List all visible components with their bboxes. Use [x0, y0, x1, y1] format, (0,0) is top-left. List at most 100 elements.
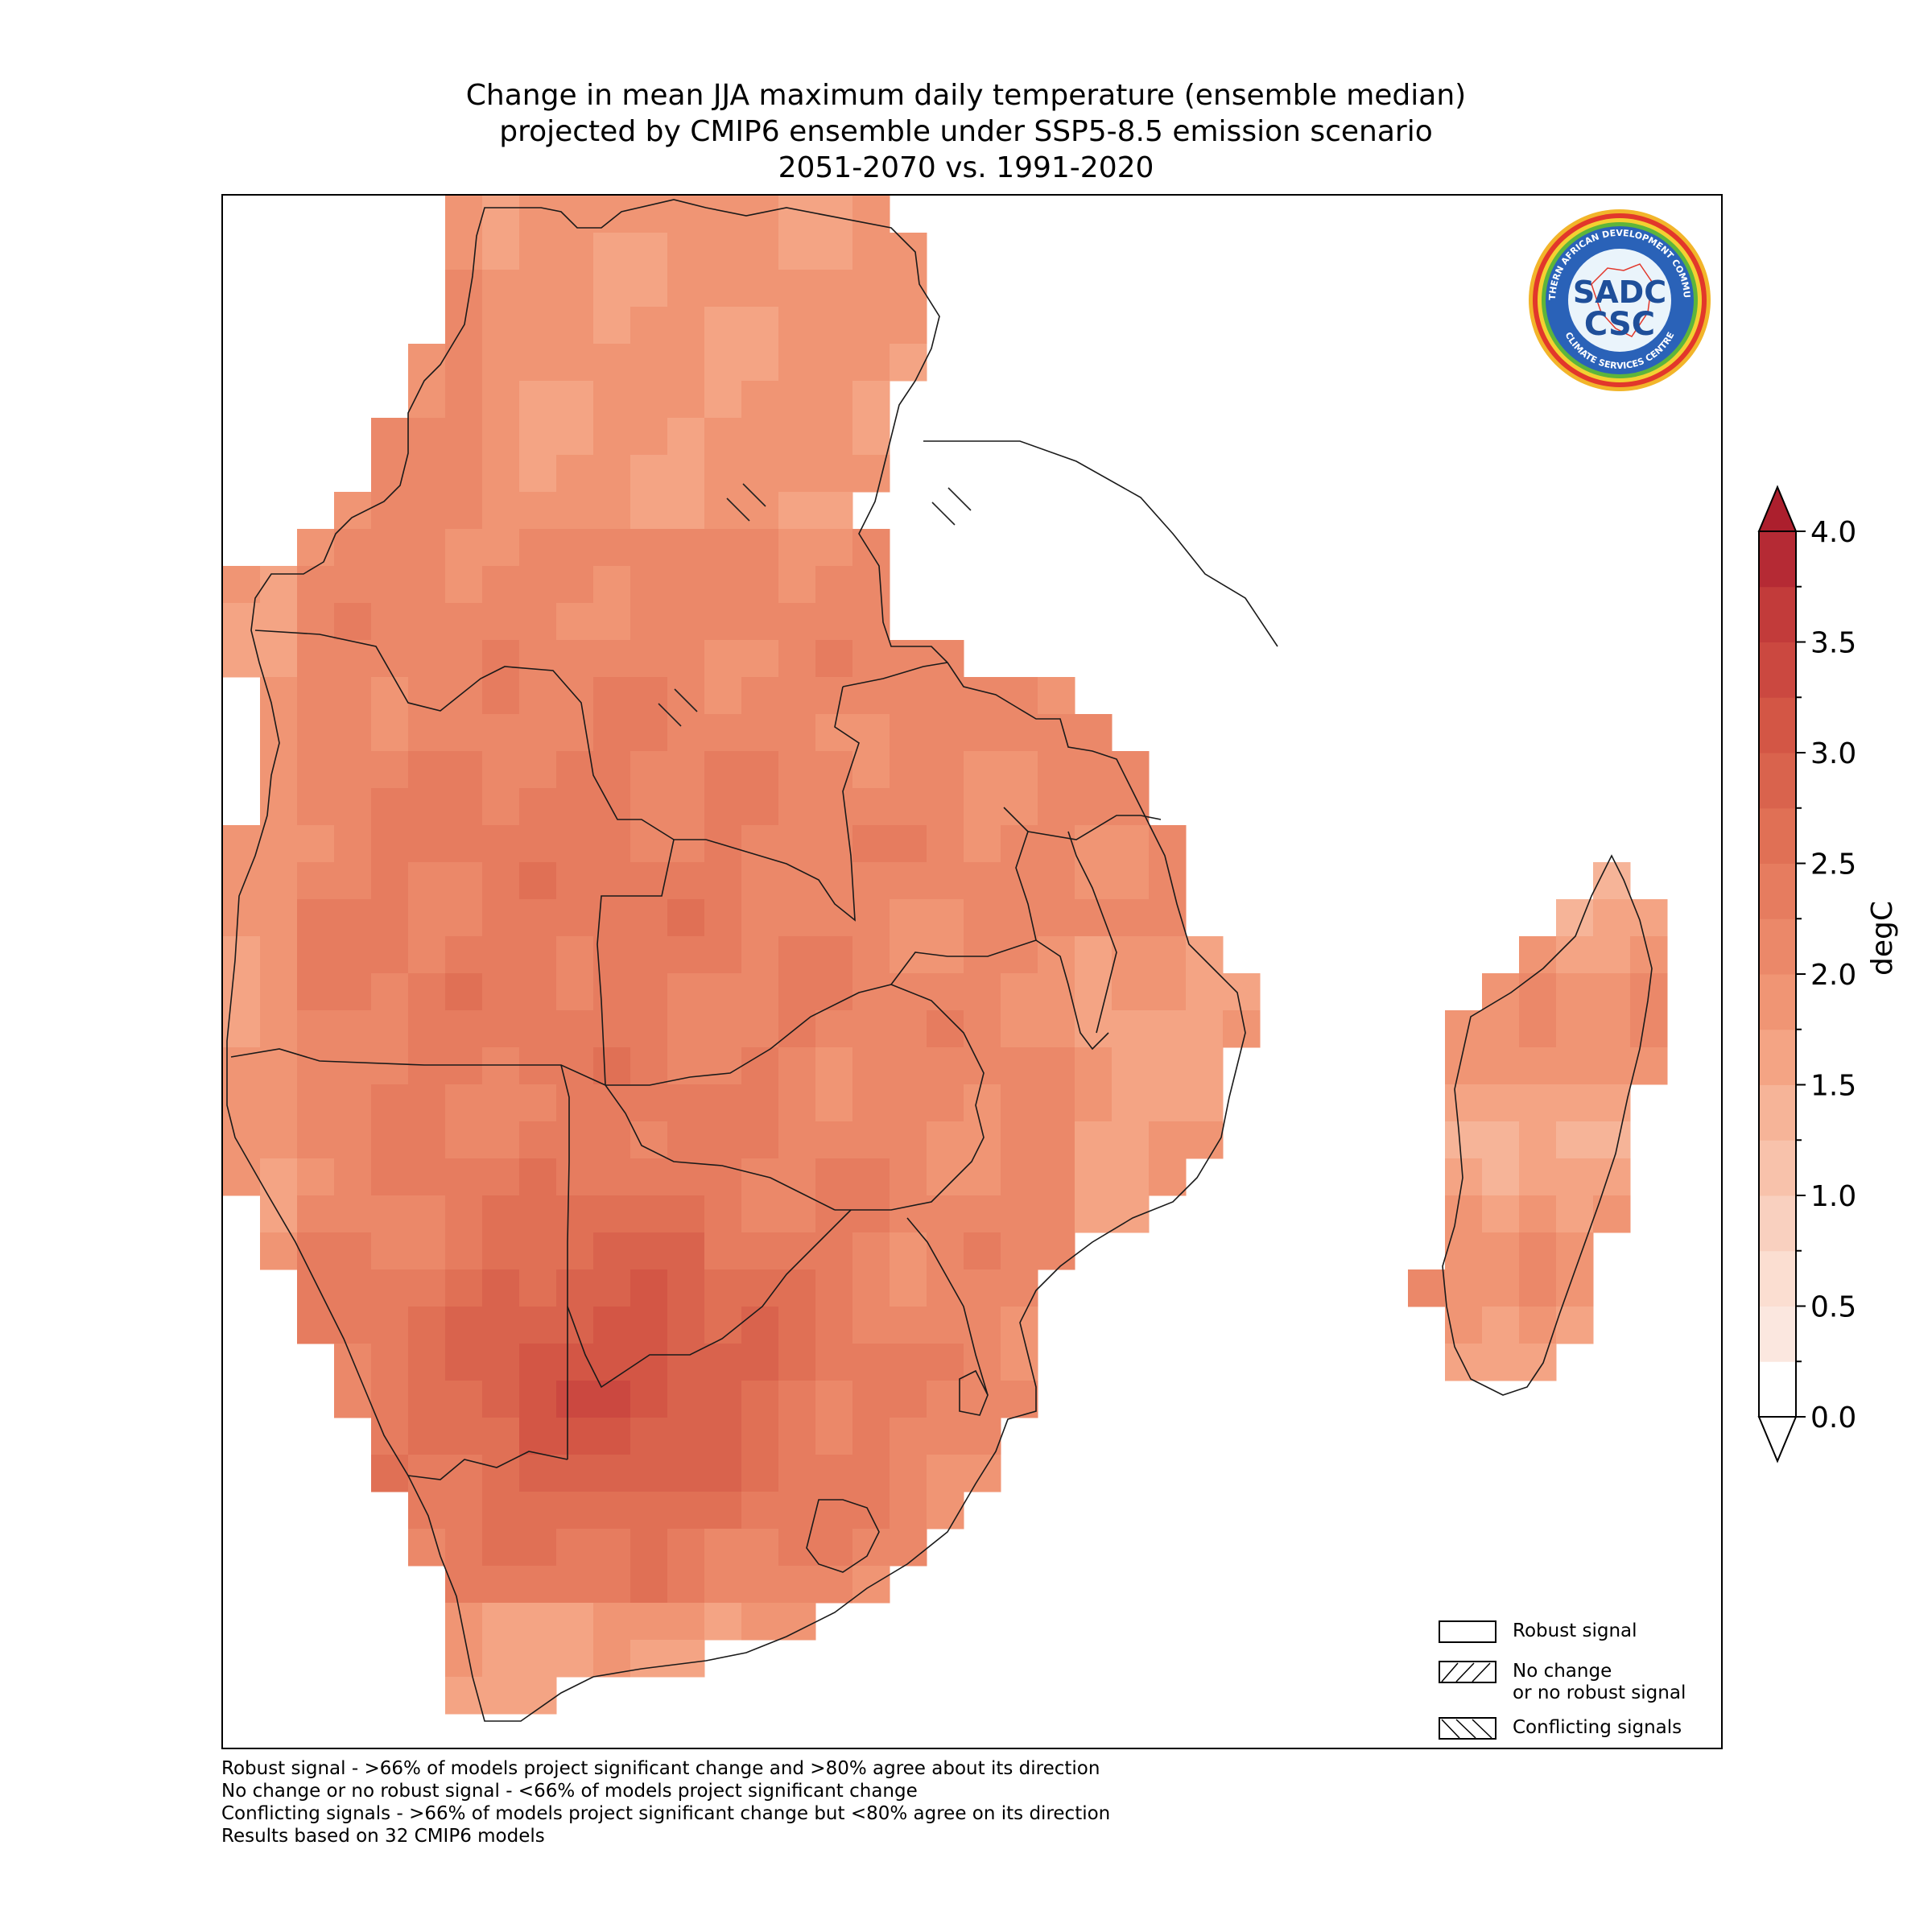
grid-cell — [741, 1344, 779, 1381]
grid-cell — [593, 418, 631, 456]
grid-cell — [1112, 1084, 1150, 1122]
grid-cell — [704, 973, 742, 1011]
grid-cell — [852, 788, 890, 826]
grid-cell — [445, 788, 483, 826]
grid-cell — [667, 566, 705, 604]
grid-cell — [297, 714, 335, 752]
grid-cell — [519, 381, 557, 419]
grid-cell — [223, 1121, 261, 1159]
grid-cell — [260, 862, 298, 900]
grid-cell — [482, 1047, 520, 1085]
grid-cell — [890, 1344, 927, 1381]
grid-cell — [815, 1010, 853, 1048]
grid-cell — [815, 1566, 853, 1604]
legend-conflicting-label: Conflicting signals — [1513, 1717, 1682, 1738]
grid-cell — [556, 936, 594, 974]
grid-cell — [630, 196, 668, 233]
grid-cell — [334, 1047, 372, 1085]
grid-cell — [408, 862, 446, 900]
grid-cell — [297, 640, 335, 678]
colorbar-block — [1759, 642, 1796, 698]
grid-cell — [260, 825, 298, 863]
grid-cell — [1630, 1010, 1668, 1048]
grid-cell — [778, 973, 816, 1011]
legend-no-change: No change or no robust signal — [1439, 1661, 1686, 1704]
grid-cell — [778, 233, 816, 270]
grid-cell — [556, 825, 594, 863]
border-botswana-zimbabwe — [605, 1084, 836, 1211]
grid-cell — [778, 714, 816, 752]
grid-cell — [297, 1010, 335, 1048]
grid-cell — [964, 936, 1001, 974]
grid-cell — [1445, 1047, 1483, 1085]
grid-cell — [334, 825, 372, 863]
grid-cell — [482, 233, 520, 270]
grid-cell — [408, 381, 446, 419]
grid-cell — [445, 825, 483, 863]
grid-cell — [297, 1269, 335, 1307]
grid-cell — [556, 1269, 594, 1307]
legend-no-change-line-1: No change — [1513, 1661, 1612, 1682]
grid-cell — [778, 1381, 816, 1418]
grid-cell — [1149, 825, 1187, 863]
grid-cell — [630, 1640, 668, 1678]
grid-cell — [371, 788, 409, 826]
grid-cell — [778, 603, 816, 641]
grid-cell — [852, 973, 890, 1011]
grid-cell — [890, 1418, 927, 1455]
grid-cell — [297, 603, 335, 641]
grid-cell — [445, 1640, 483, 1678]
grid-cell — [1038, 973, 1075, 1011]
grid-cell — [815, 677, 853, 715]
grid-cell — [667, 751, 705, 789]
colorbar-tick-label: 1.5 — [1810, 1070, 1856, 1103]
grid-cell — [334, 788, 372, 826]
grid-cell — [741, 307, 779, 345]
grid-cell — [778, 270, 816, 308]
grid-cell — [852, 1269, 890, 1307]
grid-cell — [593, 1455, 631, 1492]
grid-cell — [741, 1195, 779, 1233]
grid-cell — [1445, 1344, 1483, 1381]
grid-cell — [1482, 1084, 1520, 1122]
grid-cell — [519, 566, 557, 604]
grid-cell — [445, 1195, 483, 1233]
grid-cell — [741, 418, 779, 456]
grid-cell — [260, 677, 298, 715]
grid-cell — [815, 418, 853, 456]
grid-cell — [445, 677, 483, 715]
grid-cell — [1001, 973, 1038, 1011]
grid-cell — [593, 973, 631, 1011]
grid-cell — [704, 936, 742, 974]
grid-cell — [890, 1381, 927, 1418]
grid-cell — [297, 566, 335, 604]
grid-cell — [1038, 825, 1075, 863]
grid-cell — [667, 603, 705, 641]
grid-cell — [1112, 936, 1150, 974]
grid-cell — [593, 1047, 631, 1085]
grid-cell — [852, 899, 890, 937]
grid-cell — [556, 1603, 594, 1641]
grid-cell — [1001, 936, 1038, 974]
colorbar-ticks: 0.0 0.5 1.0 1.5 2.0 2.5 3.0 3.5 4.0 — [1796, 516, 1856, 1435]
grid-cell — [1149, 1084, 1187, 1122]
grid-cell — [1186, 1047, 1224, 1085]
grid-cell — [890, 751, 927, 789]
colorbar-tick-label: 0.0 — [1810, 1402, 1856, 1435]
grid-cell — [630, 1047, 668, 1085]
grid-cell — [593, 603, 631, 641]
grid-cell — [1445, 1010, 1483, 1048]
grid-cell — [371, 1010, 409, 1048]
grid-cell — [556, 418, 594, 456]
grid-cell — [297, 1307, 335, 1344]
grid-cell — [371, 1344, 409, 1381]
grid-cell — [593, 1158, 631, 1196]
grid-cell — [519, 344, 557, 382]
grid-cell — [593, 492, 631, 530]
grid-cell — [1593, 1010, 1631, 1048]
grid-cell — [704, 381, 742, 419]
grid-cell — [482, 566, 520, 604]
grid-cell — [630, 751, 668, 789]
grid-cell — [778, 1010, 816, 1048]
colorbar-tick-label: 3.5 — [1810, 627, 1856, 660]
